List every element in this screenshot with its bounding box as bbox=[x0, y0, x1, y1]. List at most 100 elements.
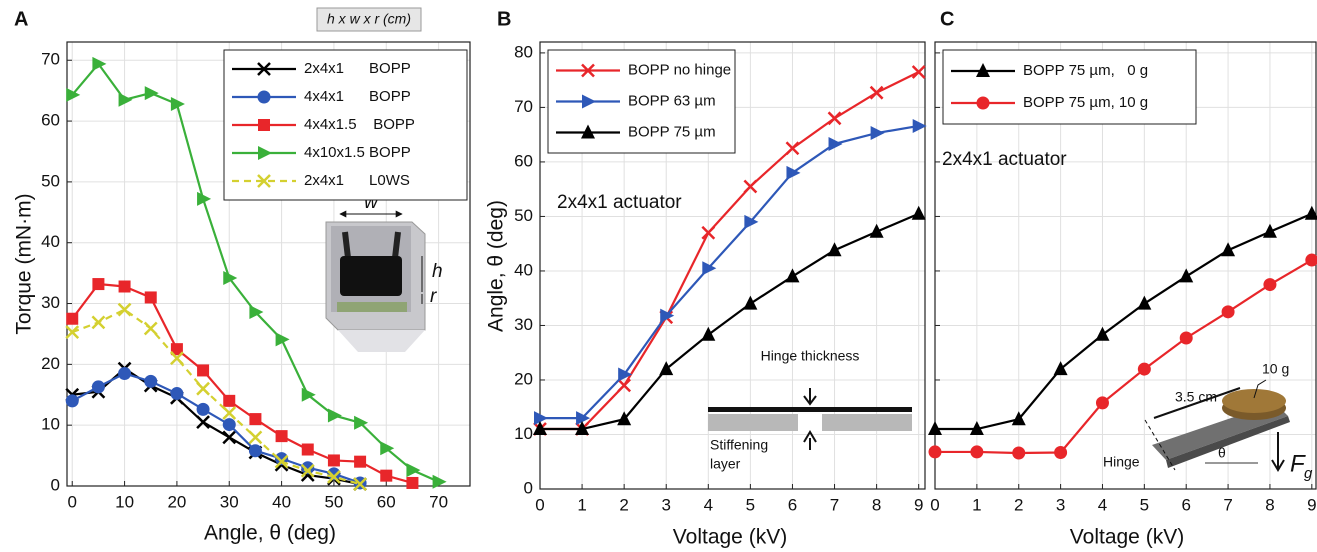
marker bbox=[354, 455, 367, 468]
legend-marker bbox=[257, 90, 271, 104]
marker bbox=[1179, 268, 1194, 283]
x-tick-label: 20 bbox=[167, 492, 186, 511]
legend-marker bbox=[976, 96, 990, 110]
marker bbox=[617, 411, 632, 426]
marker bbox=[406, 476, 419, 489]
marker bbox=[301, 443, 314, 456]
marker bbox=[353, 477, 367, 492]
x-axis-label: Angle, θ (deg) bbox=[204, 522, 336, 545]
marker bbox=[170, 343, 183, 356]
marker bbox=[1179, 331, 1193, 345]
annotation: Hinge thickness bbox=[761, 348, 860, 364]
marker bbox=[118, 366, 132, 380]
marker bbox=[66, 312, 79, 325]
legend-label: BOPP 75 µm, 10 g bbox=[1023, 94, 1148, 111]
marker bbox=[91, 380, 105, 394]
marker bbox=[1053, 361, 1068, 376]
y-tick-label: 60 bbox=[514, 151, 533, 170]
marker bbox=[928, 445, 942, 459]
marker bbox=[1137, 362, 1151, 376]
legend-marker bbox=[581, 63, 595, 78]
series-line bbox=[935, 212, 1313, 431]
marker bbox=[969, 421, 984, 436]
y-tick-label: 0 bbox=[524, 478, 533, 497]
y-tick-label: 80 bbox=[514, 42, 533, 61]
marker bbox=[618, 367, 633, 382]
marker bbox=[785, 268, 800, 283]
marker bbox=[406, 463, 421, 478]
legend-marker bbox=[581, 124, 595, 139]
annotation: Stiffening bbox=[710, 437, 768, 453]
marker bbox=[144, 374, 158, 388]
annotation: θ bbox=[1218, 445, 1226, 461]
marker bbox=[970, 445, 984, 459]
legend-label: 2x4x1 BOPP bbox=[304, 60, 411, 77]
x-tick-label: 5 bbox=[746, 495, 755, 514]
y-tick-label: 50 bbox=[41, 171, 60, 190]
marker bbox=[144, 86, 159, 101]
annotation: g bbox=[1304, 465, 1313, 482]
y-tick-label: 20 bbox=[41, 354, 60, 373]
y-tick-label: 40 bbox=[514, 260, 533, 279]
legend-marker bbox=[258, 119, 270, 131]
x-tick-label: 2 bbox=[1014, 495, 1023, 514]
marker bbox=[1221, 242, 1236, 257]
x-tick-label: 30 bbox=[220, 492, 239, 511]
marker bbox=[827, 111, 842, 126]
marker bbox=[743, 179, 758, 194]
x-tick-label: 4 bbox=[1098, 495, 1107, 514]
x-tick-label: 0 bbox=[67, 492, 76, 511]
marker bbox=[1011, 411, 1026, 426]
annotation: Hinge bbox=[1103, 454, 1140, 470]
x-tick-label: 5 bbox=[1140, 495, 1149, 514]
marker bbox=[786, 165, 801, 180]
marker bbox=[380, 441, 395, 456]
marker bbox=[249, 305, 264, 320]
marker bbox=[534, 411, 548, 426]
marker bbox=[248, 444, 262, 458]
marker bbox=[533, 421, 547, 436]
marker bbox=[1221, 305, 1235, 319]
marker bbox=[869, 223, 884, 238]
legend-label: BOPP no hinge bbox=[628, 61, 731, 78]
marker bbox=[196, 402, 210, 416]
marker bbox=[118, 280, 131, 293]
legend-label: 4x10x1.5 BOPP bbox=[304, 144, 411, 161]
marker bbox=[380, 469, 393, 482]
legend-label: BOPP 75 µm bbox=[628, 123, 716, 140]
y-axis-label: Torque (mN·m) bbox=[13, 193, 36, 334]
marker bbox=[1304, 205, 1317, 220]
y-tick-label: 70 bbox=[514, 97, 533, 116]
x-tick-label: 3 bbox=[1056, 495, 1065, 514]
series-line bbox=[71, 308, 361, 486]
marker bbox=[249, 413, 262, 426]
x-tick-label: 1 bbox=[577, 495, 586, 514]
marker bbox=[327, 454, 340, 467]
x-tick-label: 8 bbox=[872, 495, 881, 514]
x-tick-label: 9 bbox=[914, 495, 923, 514]
marker bbox=[222, 406, 237, 420]
header-box bbox=[316, 7, 422, 32]
marker bbox=[300, 463, 315, 478]
marker bbox=[222, 430, 237, 445]
y-tick-label: 20 bbox=[514, 369, 533, 388]
hinge-diagram bbox=[708, 388, 912, 450]
x-tick-label: 7 bbox=[830, 495, 839, 514]
marker bbox=[301, 461, 315, 475]
marker bbox=[197, 364, 210, 377]
y-tick-label: 30 bbox=[514, 315, 533, 334]
annotation: layer bbox=[710, 456, 741, 472]
x-tick-label: 70 bbox=[429, 492, 448, 511]
marker bbox=[301, 387, 316, 402]
marker bbox=[432, 474, 447, 489]
legend: BOPP 75 µm, 0 g BOPP 75 µm, 10 g bbox=[942, 49, 1197, 125]
x-tick-label: 10 bbox=[115, 492, 134, 511]
series-line bbox=[540, 70, 920, 431]
x-tick-label: 3 bbox=[661, 495, 670, 514]
legend-label: 4x4x1.5 BOPP bbox=[304, 116, 415, 133]
marker bbox=[702, 261, 717, 276]
legend-label: BOPP 75 µm, 0 g bbox=[1023, 62, 1148, 79]
marker bbox=[92, 56, 107, 71]
marker bbox=[659, 361, 674, 376]
